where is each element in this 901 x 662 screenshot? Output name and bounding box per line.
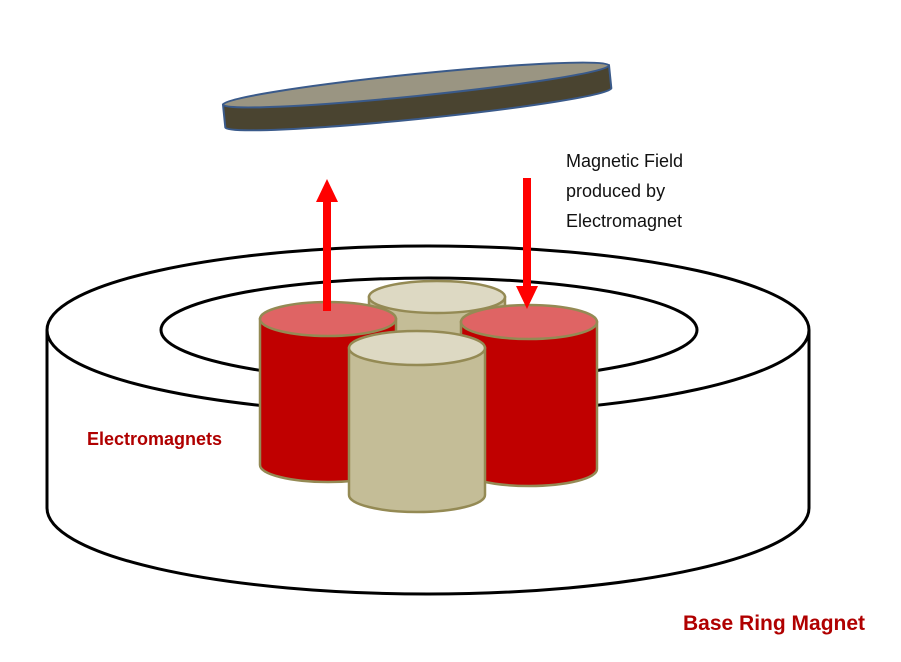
magnetic-field-label: Magnetic Field produced by Electromagnet: [566, 146, 766, 236]
up-arrow: [316, 179, 338, 311]
base-ring-magnet-label: Base Ring Magnet: [683, 612, 866, 635]
magnetic-field-label-line2: produced by: [566, 181, 666, 201]
electromagnets-label: Electromagnets: [87, 429, 223, 449]
magnetic-field-label-line3: Electromagnet: [566, 211, 683, 231]
magnetic-field-label-line1: Magnetic Field: [566, 151, 684, 171]
down-arrow: [516, 178, 538, 309]
right-electromagnet-top: [459, 303, 599, 341]
front-core-cylinder: [347, 329, 487, 514]
floating-disc-top: [221, 61, 611, 109]
floating-disc-magnet: [221, 61, 613, 132]
